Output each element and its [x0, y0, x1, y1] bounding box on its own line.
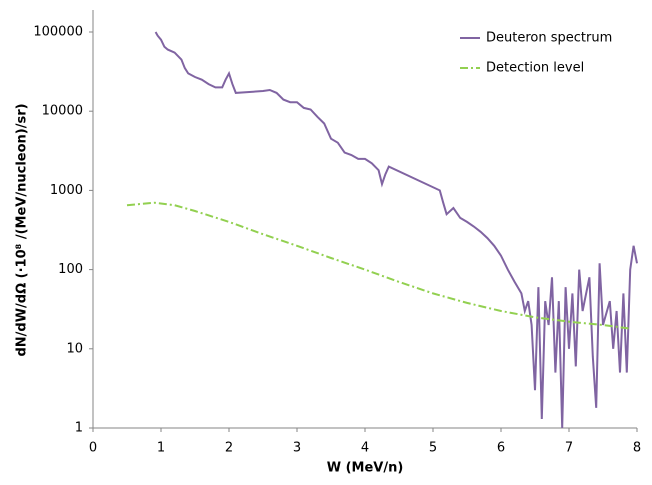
legend-label: Detection level	[486, 61, 584, 76]
x-tick-label: 5	[429, 441, 437, 456]
y-tick-label: 1	[75, 421, 83, 436]
y-axis-label: dN/dW/dΩ (·10⁸ /(MeV/nucleon)/sr)	[15, 103, 30, 356]
series-line	[126, 201, 631, 330]
y-tick-label: 10000	[42, 104, 83, 119]
y-tick-label: 1000	[50, 183, 83, 198]
x-tick-label: 6	[497, 441, 505, 456]
x-tick-label: 0	[89, 441, 97, 456]
x-axis-label: W (MeV/n)	[327, 461, 404, 476]
y-tick-label: 10	[66, 341, 83, 356]
x-tick-label: 2	[225, 441, 233, 456]
x-tick-label: 4	[361, 441, 369, 456]
series-line	[154, 31, 638, 429]
x-tick-label: 8	[633, 441, 641, 456]
legend-label: Deuteron spectrum	[486, 31, 612, 46]
y-tick-label: 100	[58, 262, 83, 277]
y-tick-label: 100000	[33, 25, 83, 40]
x-tick-label: 1	[157, 441, 165, 456]
x-tick-label: 7	[565, 441, 573, 456]
x-tick-label: 3	[293, 441, 301, 456]
